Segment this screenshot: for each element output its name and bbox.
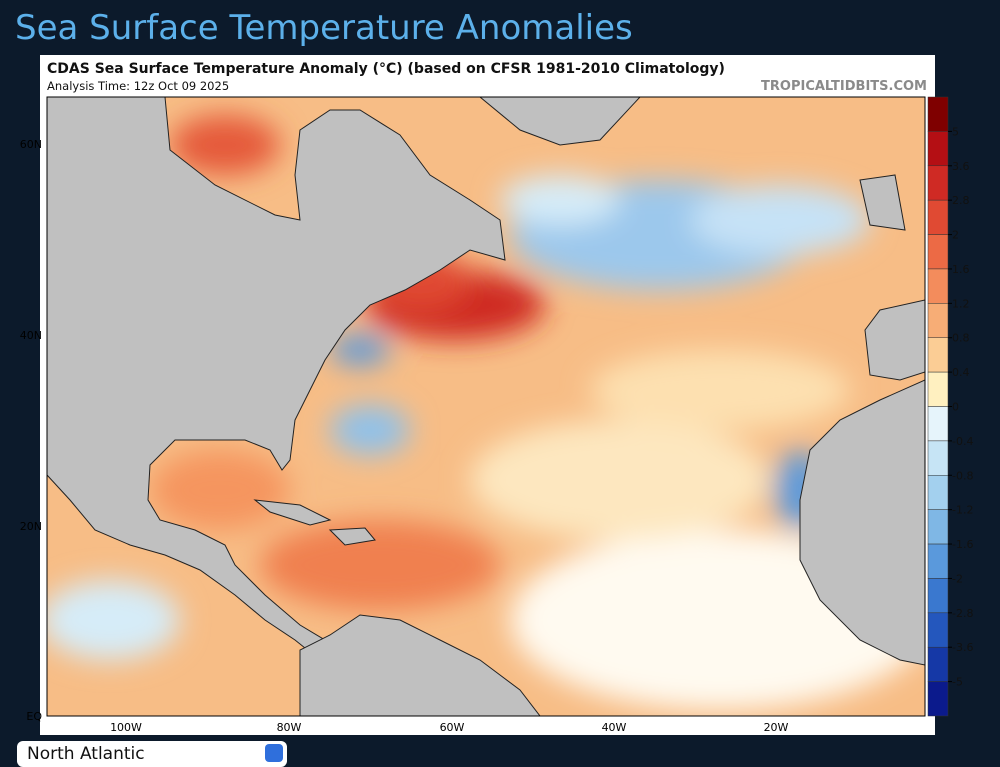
colorbar-tick-label: -0.4 <box>952 435 973 448</box>
colorbar-box <box>927 681 949 717</box>
lat-label: 60N <box>20 138 42 151</box>
select-arrow <box>265 744 283 762</box>
colorbar-tick-label: -2 <box>952 572 963 585</box>
region-select-value: North Atlantic <box>27 744 145 764</box>
colorbar-box <box>927 475 949 510</box>
colorbar-box <box>927 543 949 579</box>
map-border <box>46 96 926 717</box>
land <box>47 97 925 716</box>
colorbar-tick-label: 3.6 <box>952 160 970 173</box>
lon-label: 100W <box>110 721 142 734</box>
map-panel: CDAS Sea Surface Temperature Anomaly (°C… <box>20 55 973 735</box>
lat-label: 20N <box>20 520 42 533</box>
colorbar-box <box>927 646 949 682</box>
colorbar-box <box>927 406 949 442</box>
colorbar-tick-label: 2 <box>952 229 959 242</box>
colorbar-box <box>927 303 949 338</box>
credit: TROPICALTIDBITS.COM <box>761 79 927 94</box>
colorbar-tick-label: -1.2 <box>952 504 973 517</box>
colorbar-box <box>927 612 949 648</box>
colorbar-box <box>927 165 949 201</box>
colorbar-box <box>927 509 949 545</box>
colorbar-tick-label: 0 <box>952 401 959 414</box>
map <box>47 97 925 716</box>
lat-label: 40N <box>20 329 42 342</box>
analysis-time: Analysis Time: 12z Oct 09 2025 <box>47 79 229 93</box>
colorbar-box <box>927 234 949 270</box>
colorbar-tick-label: -2.8 <box>952 607 973 620</box>
colorbar-tick-label: 0.8 <box>952 332 970 345</box>
colorbar-tick-label: 1.6 <box>952 263 970 276</box>
colorbar-tick-label: -0.8 <box>952 469 973 482</box>
colorbar-tick-label: 0.4 <box>952 366 970 379</box>
colorbar-box <box>927 578 949 614</box>
colorbar-box <box>927 337 949 373</box>
colorbar-tick-label: 1.2 <box>952 297 970 310</box>
colorbar-box <box>927 131 949 167</box>
map-heading: CDAS Sea Surface Temperature Anomaly (°C… <box>47 61 725 77</box>
colorbar-tick-label: -3.6 <box>952 641 973 654</box>
colorbar-box <box>927 371 949 407</box>
colorbar-box <box>927 268 949 304</box>
colorbar-box <box>927 96 949 132</box>
colorbar-box <box>927 440 949 476</box>
colorbar-tick-label: 2.8 <box>952 194 970 207</box>
colorbar: 5 3.6 2.8 2 1.6 1.2 0.8 0.4 0 -0.4 -0.8 -1.2 -1.6 -2 -… <box>927 96 973 717</box>
colorbar-box <box>927 199 949 235</box>
lon-label: 80W <box>277 721 302 734</box>
colorbar-tick-label: -5 <box>952 676 963 689</box>
colorbar-tick-label: 5 <box>952 125 959 138</box>
page-title: Sea Surface Temperature Anomalies <box>15 8 633 48</box>
region-select[interactable]: North Atlantic <box>17 741 287 767</box>
lat-label: EQ <box>26 710 42 723</box>
colorbar-tick-label: -1.6 <box>952 538 973 551</box>
lon-label: 20W <box>764 721 789 734</box>
lon-label: 40W <box>602 721 627 734</box>
lon-label: 60W <box>440 721 465 734</box>
